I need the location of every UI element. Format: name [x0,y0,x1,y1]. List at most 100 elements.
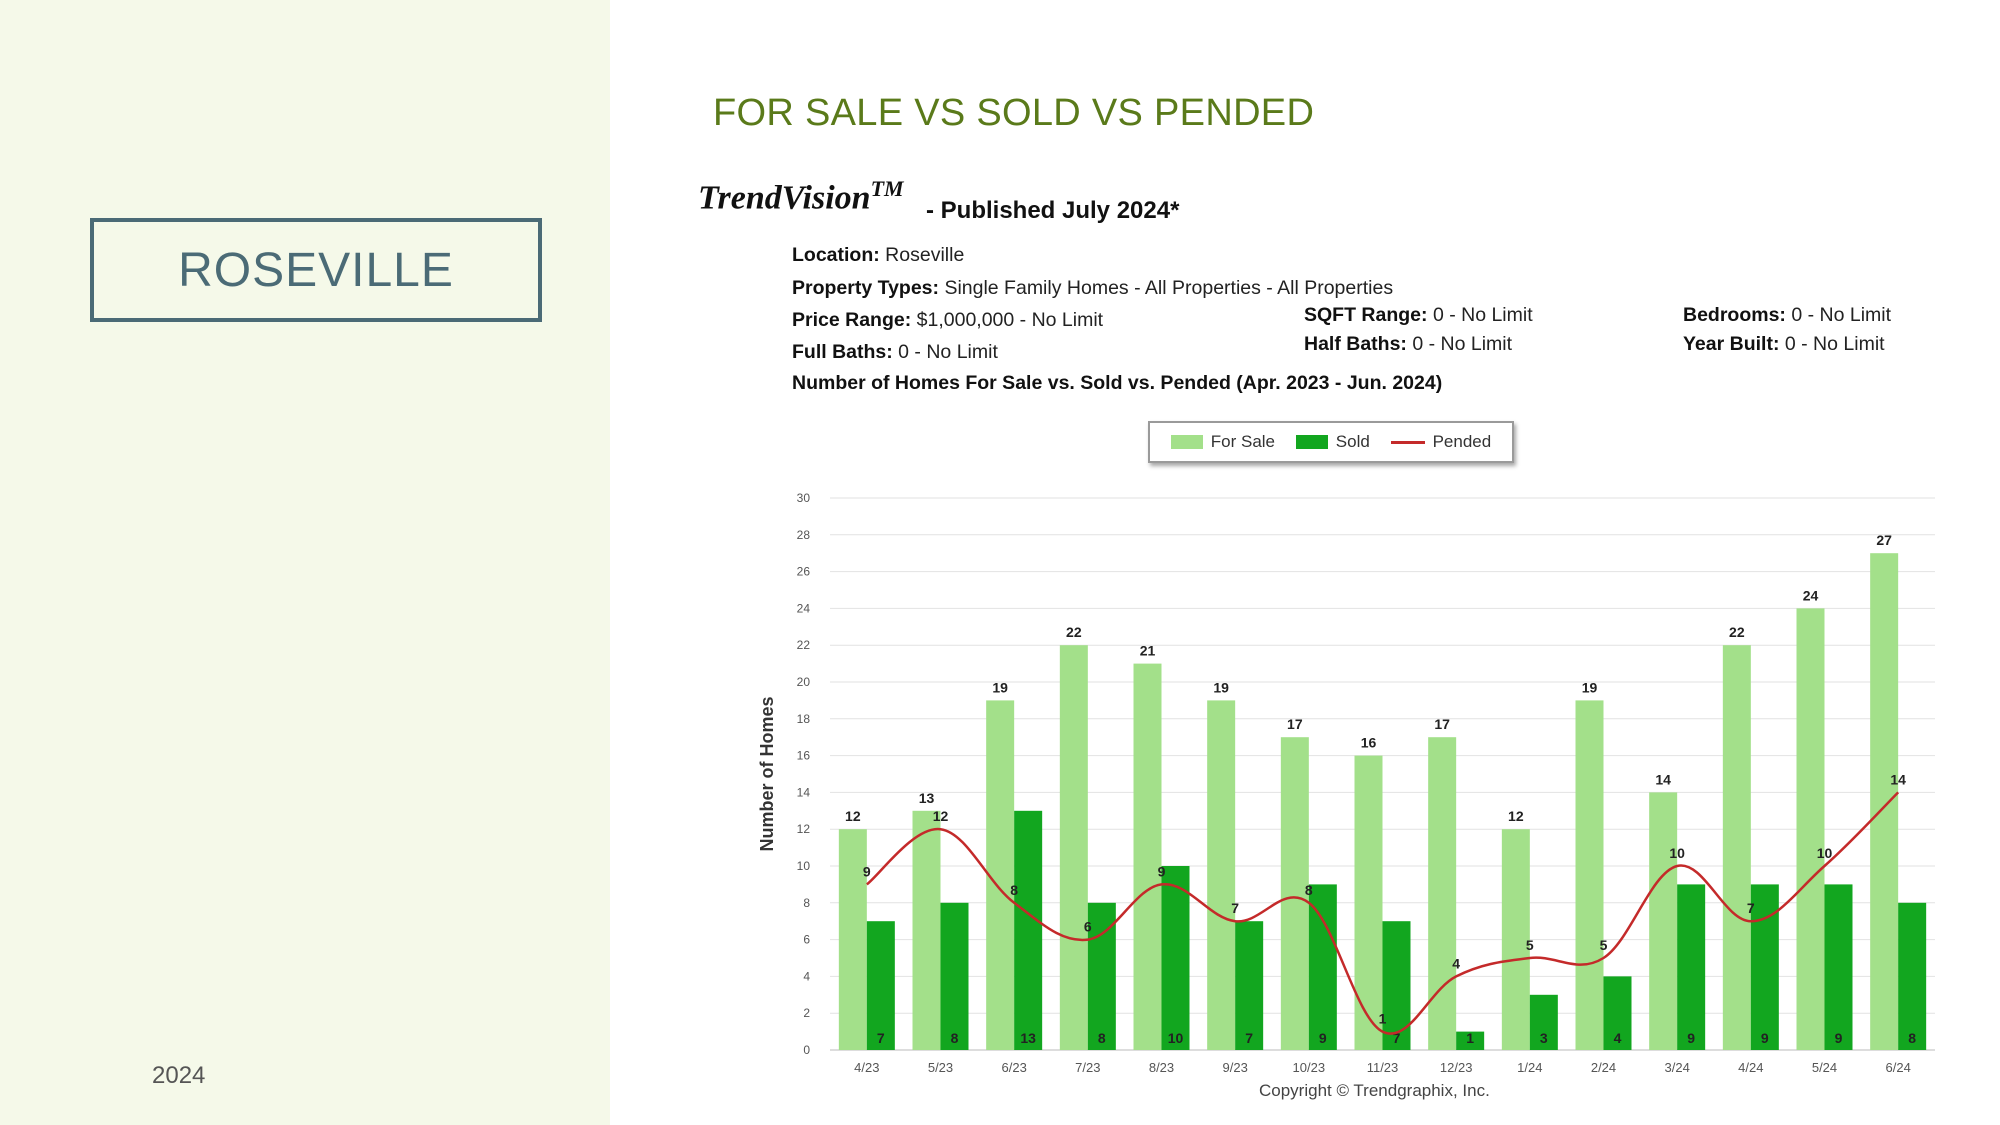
x-tick-label: 11/23 [1367,1060,1399,1075]
data-label-pended: 10 [1817,845,1833,861]
data-label-for-sale: 17 [1287,716,1303,732]
data-label-pended: 9 [1158,863,1166,879]
filter-property-types-label: Property Types: [792,277,940,299]
y-tick-label: 20 [797,675,811,689]
data-label-pended: 8 [1305,882,1313,898]
filter-property-types-value: Single Family Homes - All Properties - A… [944,277,1394,299]
legend-item-for-sale: For Sale [1170,432,1275,452]
bar-for-sale [1649,792,1678,1050]
y-tick-label: 2 [803,1006,810,1020]
data-label-sold: 1 [1466,1030,1474,1046]
x-tick-label: 4/24 [1738,1060,1763,1075]
data-label-for-sale: 19 [992,679,1008,695]
bar-for-sale [1280,737,1309,1050]
data-label-for-sale: 16 [1361,735,1377,751]
slide-title: FOR SALE VS SOLD VS PENDED [713,92,1315,134]
brand-name: TrendVision [698,179,871,217]
bar-for-sale [1133,663,1162,1050]
filter-year-built: Year Built: 0 - No Limit [1683,333,1885,356]
published-label: - Published July 2024* [926,197,1180,224]
copyright: Copyright © Trendgraphix, Inc. [1259,1081,1490,1100]
bar-sold [1308,884,1337,1050]
data-label-for-sale: 19 [1213,679,1229,695]
y-tick-label: 30 [797,491,811,505]
data-label-pended: 5 [1600,937,1608,953]
x-tick-label: 4/23 [854,1060,879,1075]
x-tick-label: 8/23 [1149,1060,1174,1075]
x-tick-label: 6/23 [1002,1060,1027,1075]
data-label-pended: 7 [1231,900,1239,916]
legend-item-pended: Pended [1390,432,1492,452]
y-tick-label: 6 [803,933,810,947]
legend-label-sold: Sold [1335,432,1370,451]
y-axis-label: Number of Homes [757,696,777,851]
brand-logo: TrendVisionTM [698,176,904,217]
y-tick-label: 22 [797,638,811,652]
x-tick-label: 10/23 [1293,1060,1326,1075]
data-label-sold: 4 [1614,1030,1622,1046]
bar-for-sale [1428,737,1457,1050]
filter-half-baths-label: Half Baths: [1304,333,1407,355]
bar-sold [1603,976,1632,1050]
bar-sold [1456,1031,1485,1050]
data-label-sold: 9 [1319,1030,1327,1046]
filter-year-built-label: Year Built: [1683,333,1780,355]
x-tick-label: 3/24 [1665,1060,1690,1075]
data-label-for-sale: 19 [1582,679,1598,695]
bar-for-sale [1870,553,1899,1050]
bar-for-sale [1059,645,1088,1050]
data-label-sold: 7 [1245,1030,1253,1046]
bar-sold [1161,866,1190,1050]
filter-bedrooms: Bedrooms: 0 - No Limit [1683,304,1891,327]
bar-sold [1824,884,1853,1050]
bar-sold [1529,994,1558,1050]
bar-for-sale [1207,700,1236,1050]
y-tick-label: 4 [803,969,810,983]
legend-item-sold: Sold [1295,432,1370,452]
legend-label-pended: Pended [1432,432,1492,451]
data-label-sold: 9 [1687,1030,1695,1046]
y-tick-label: 12 [797,822,811,836]
bar-sold [866,921,895,1050]
y-tick-label: 16 [797,749,811,763]
y-tick-label: 10 [797,859,811,873]
filter-location: Location: Roseville [792,244,964,267]
filter-bedrooms-value: 0 - No Limit [1791,304,1892,326]
bar-for-sale [1354,755,1383,1050]
filter-year-built-value: 0 - No Limit [1784,333,1885,355]
data-label-pended: 7 [1747,900,1755,916]
city-box: ROSEVILLE [90,218,542,322]
data-label-pended: 1 [1379,1011,1387,1027]
x-tick-label: 7/23 [1075,1060,1100,1075]
filter-sqft-range-value: 0 - No Limit [1432,304,1533,326]
bar-sold [1014,810,1043,1050]
y-tick-label: 24 [797,601,811,615]
filter-half-baths-value: 0 - No Limit [1412,333,1513,355]
filter-bedrooms-label: Bedrooms: [1683,304,1786,326]
y-tick-label: 14 [797,785,811,799]
city-name: ROSEVILLE [178,243,454,297]
filter-price-range: Price Range: $1,000,000 - No Limit [792,309,1103,332]
legend-swatch-pended [1390,440,1425,444]
data-label-sold: 8 [1098,1030,1106,1046]
filter-sqft-range-label: SQFT Range: [1304,304,1428,326]
data-label-for-sale: 21 [1140,643,1156,659]
data-label-sold: 3 [1540,1030,1548,1046]
data-label-for-sale: 17 [1434,716,1450,732]
filter-location-label: Location: [792,244,880,266]
data-label-for-sale: 22 [1066,624,1082,640]
filter-full-baths: Full Baths: 0 - No Limit [792,341,998,364]
x-tick-label: 1/24 [1517,1060,1542,1075]
brand-tm: TM [870,176,904,201]
data-label-for-sale: 12 [1508,808,1524,824]
data-label-pended: 12 [933,808,949,824]
data-label-sold: 9 [1835,1030,1843,1046]
data-label-pended: 9 [863,863,871,879]
data-label-pended: 14 [1890,771,1906,787]
line-pended [866,791,1900,1035]
data-label-for-sale: 14 [1655,771,1671,787]
left-panel: ROSEVILLE 2024 [0,0,610,1125]
bar-for-sale [1575,700,1604,1050]
data-label-for-sale: 22 [1729,624,1745,640]
